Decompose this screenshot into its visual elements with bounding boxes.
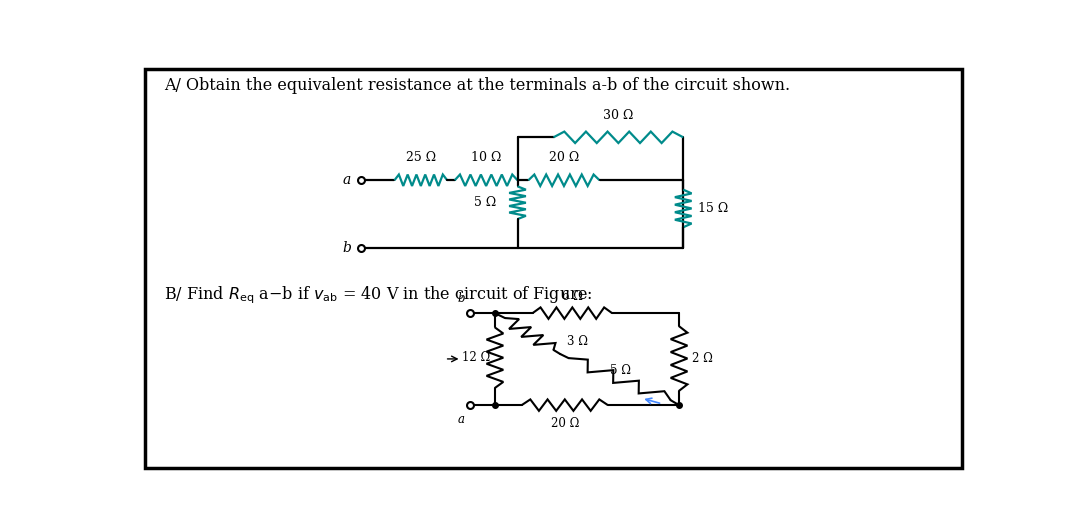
- FancyBboxPatch shape: [145, 68, 962, 468]
- Text: 30 Ω: 30 Ω: [604, 109, 634, 122]
- Text: a: a: [342, 173, 351, 187]
- Text: 20 Ω: 20 Ω: [549, 151, 579, 164]
- Text: a: a: [458, 413, 464, 426]
- Text: 25 Ω: 25 Ω: [406, 151, 436, 164]
- Text: 2 Ω: 2 Ω: [691, 352, 713, 365]
- Text: B/ Find $R_{\rm eq}$ a$-$b if $v_{\rm ab}$ = 40 V in the circuit of Figure:: B/ Find $R_{\rm eq}$ a$-$b if $v_{\rm ab…: [164, 285, 593, 306]
- Text: b: b: [458, 292, 465, 305]
- Text: 5 Ω: 5 Ω: [474, 196, 497, 209]
- Text: 10 Ω: 10 Ω: [471, 151, 501, 164]
- Text: 15 Ω: 15 Ω: [699, 202, 729, 215]
- Text: b: b: [342, 241, 351, 255]
- Text: 6 Ω: 6 Ω: [562, 290, 583, 303]
- Text: 5 Ω: 5 Ω: [610, 364, 632, 377]
- Text: 20 Ω: 20 Ω: [551, 417, 579, 430]
- Text: 3 Ω: 3 Ω: [567, 335, 588, 348]
- Text: 12 Ω: 12 Ω: [462, 351, 490, 364]
- Text: A/ Obtain the equivalent resistance at the terminals a-b of the circuit shown.: A/ Obtain the equivalent resistance at t…: [164, 77, 791, 94]
